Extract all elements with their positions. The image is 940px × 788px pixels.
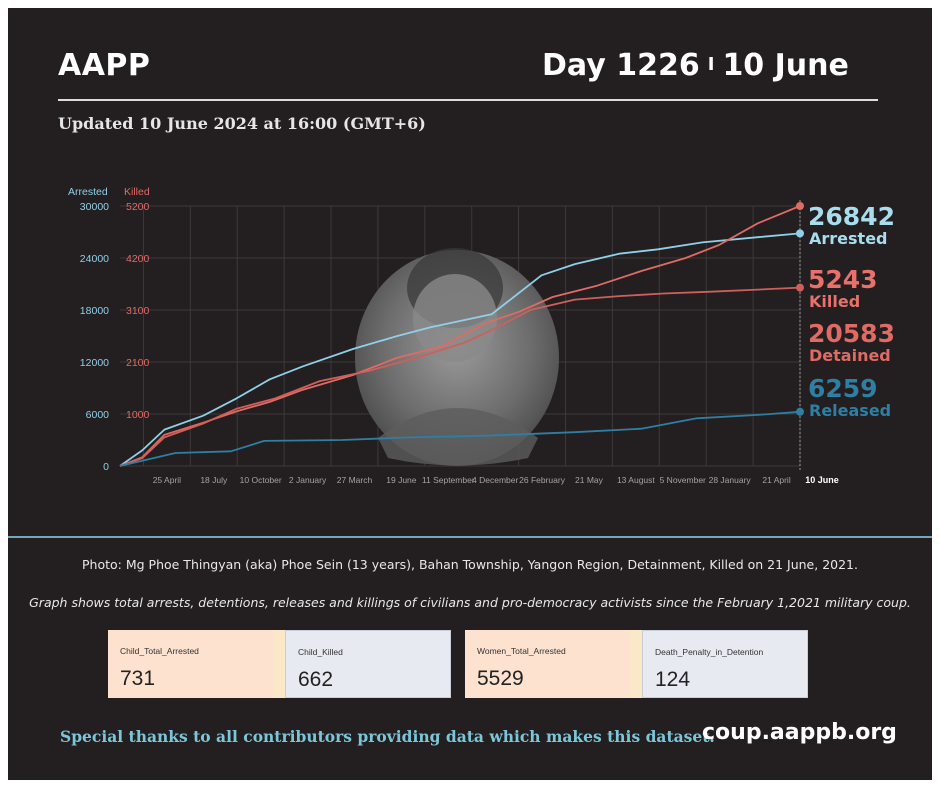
stat-card-child-killed: Child_Killed 662 — [285, 630, 451, 698]
right-tick-label: 2100 — [126, 357, 150, 369]
date-label: 10 June — [722, 48, 849, 83]
timeline-chart: Arrested Killed 0 6000 12000 18000 24000 30000 1… — [68, 186, 895, 485]
x-tick-label: 21 May — [575, 475, 604, 485]
series-name-detained: Detained — [809, 346, 891, 365]
left-axis-title: Arrested — [68, 186, 108, 198]
chart-divider — [8, 536, 932, 538]
stat-card-death-penalty: Death_Penalty_in_Detention 124 — [642, 630, 808, 698]
series-end-dot-released — [796, 407, 804, 416]
x-tick-label: 25 April — [153, 475, 181, 485]
stat-value: 731 — [120, 667, 156, 690]
right-tick-label: 4200 — [126, 253, 150, 265]
x-tick-label: 10 October — [240, 475, 282, 485]
series-end-dot-arrested — [796, 229, 804, 238]
x-tick-label: 18 July — [200, 475, 228, 485]
stat-card-women-total-arrested: Women_Total_Arrested 5529 — [465, 630, 630, 698]
series-name-arrested: Arrested — [809, 229, 888, 248]
photo-face-shape — [413, 274, 497, 362]
graph-description: Graph shows total arrests, detentions, r… — [29, 595, 911, 610]
left-tick-label: 24000 — [80, 253, 109, 265]
x-tick-label: 27 March — [337, 475, 373, 485]
series-end-dot-killed — [796, 202, 804, 210]
series-value-arrested: 26842 — [808, 202, 895, 231]
stat-label: Child_Total_Arrested — [120, 646, 199, 656]
card-spacer — [630, 630, 642, 698]
right-tick-label: 3100 — [126, 305, 150, 317]
stat-label: Child_Killed — [298, 647, 343, 657]
x-tick-label: 28 January — [709, 475, 752, 485]
series-value-detained: 20583 — [808, 319, 895, 348]
series-name-released: Released — [809, 401, 891, 420]
left-tick-label: 0 — [103, 461, 109, 473]
left-tick-label: 18000 — [80, 305, 109, 317]
right-axis-title: Killed — [124, 186, 150, 198]
series-end-dot-detained — [796, 283, 804, 292]
x-tick-label: 11 September — [422, 475, 475, 485]
left-tick-label: 12000 — [80, 357, 109, 369]
x-tick-label: 2 January — [289, 475, 327, 485]
updated-timestamp: Updated 10 June 2024 at 16:00 (GMT+6) — [58, 114, 426, 133]
left-tick-label: 30000 — [80, 201, 109, 213]
stat-label: Death_Penalty_in_Detention — [655, 647, 764, 657]
x-tick-label: 21 April — [762, 475, 790, 485]
x-tick-label: 19 June — [386, 475, 417, 485]
series-value-released: 6259 — [808, 374, 878, 403]
chart-axes: Arrested Killed 0 6000 12000 18000 24000 30000 1… — [68, 186, 839, 485]
thanks-note: Special thanks to all contributors provi… — [60, 727, 715, 746]
stat-value: 662 — [298, 668, 334, 691]
x-end-label: 10 June — [805, 475, 839, 485]
right-tick-label: 1000 — [126, 409, 150, 421]
day-date-heading: Day 1226 I 10 June — [542, 48, 849, 83]
infographic-panel: AAPP Day 1226 I 10 June Updated 10 June 20… — [8, 8, 932, 780]
series-value-killed: 5243 — [808, 265, 878, 294]
stat-value: 5529 — [477, 667, 524, 690]
heading-separator: I — [707, 54, 715, 75]
header-divider — [58, 99, 878, 101]
left-tick-label: 6000 — [86, 409, 110, 421]
photo-caption: Photo: Mg Phoe Thingyan (aka) Phoe Sein … — [82, 557, 858, 572]
x-tick-label: 5 November — [660, 475, 706, 485]
card-spacer — [273, 630, 285, 698]
stat-value: 124 — [655, 668, 691, 691]
x-tick-label: 4 December — [472, 475, 518, 485]
chart-series — [119, 202, 804, 467]
series-line-detained — [119, 286, 801, 467]
series-line-arrested — [119, 232, 801, 467]
day-label: Day 1226 — [542, 48, 700, 83]
right-tick-label: 5200 — [126, 201, 150, 213]
series-line-released — [119, 410, 801, 467]
stat-card-child-total-arrested: Child_Total_Arrested 731 — [108, 630, 273, 698]
stat-label: Women_Total_Arrested — [477, 646, 566, 656]
series-name-killed: Killed — [809, 292, 860, 311]
site-link[interactable]: coup.aappb.org — [702, 720, 897, 745]
brand-title: AAPP — [58, 48, 151, 83]
x-tick-label: 26 February — [519, 475, 566, 485]
x-tick-label: 13 August — [617, 475, 655, 485]
